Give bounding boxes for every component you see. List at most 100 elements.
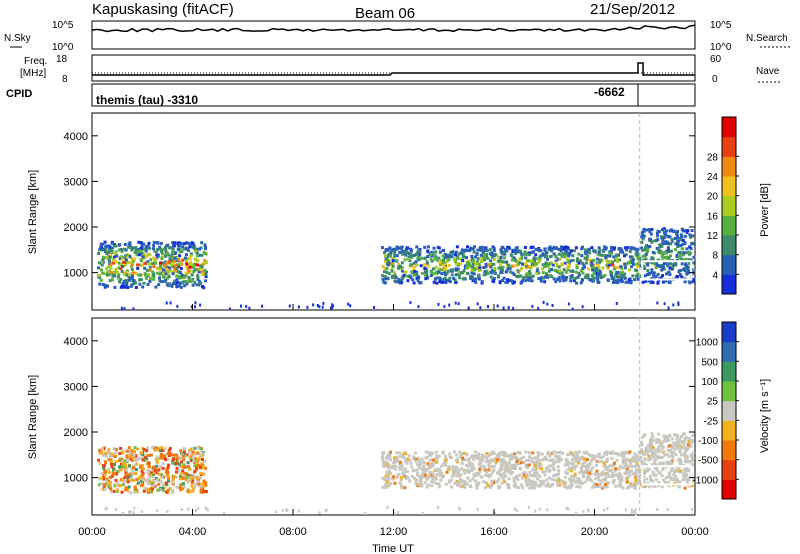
power-echo-cell <box>497 274 501 278</box>
vel-echo-cell <box>428 475 432 479</box>
vel-echo-cell <box>432 462 435 466</box>
power-ground-cell <box>240 304 242 308</box>
power-echo-cell <box>471 265 475 269</box>
power-echo-cell <box>131 246 135 250</box>
power-echo-cell <box>158 272 162 276</box>
power-echo-cell <box>674 263 678 267</box>
power-echo-cell <box>658 243 662 247</box>
vel-echo-cell <box>104 454 108 458</box>
power-echo-cell <box>132 271 135 275</box>
power-echo-cell <box>683 280 687 284</box>
power-echo-cell <box>669 229 673 233</box>
power-echo-cell <box>558 257 562 261</box>
power-echo-cell <box>393 271 397 275</box>
power-echo-cell <box>437 256 441 260</box>
vel-cbar-label: -100 <box>698 436 718 447</box>
power-echo-cell <box>466 245 469 249</box>
vel-echo-cell <box>124 466 128 470</box>
power-echo-cell <box>572 249 576 253</box>
vel-echo-cell <box>434 482 438 485</box>
vel-echo-cell <box>567 477 571 481</box>
vel-echo-cell <box>601 477 605 481</box>
power-ground-cell <box>194 305 196 309</box>
power-echo-cell <box>130 263 134 267</box>
power-echo-cell <box>146 253 150 256</box>
vel-echo-cell <box>668 471 672 475</box>
vel-echo-cell <box>143 486 147 490</box>
vel-echo-cell <box>430 480 434 484</box>
power-echo-cell <box>137 240 141 244</box>
vel-echo-cell <box>595 483 599 486</box>
power-echo-cell <box>454 267 458 271</box>
vel-echo-cell <box>438 471 442 475</box>
vel-echo-cell <box>500 474 504 478</box>
vel-echo-cell <box>185 475 189 479</box>
vel-echo-cell <box>393 467 397 471</box>
vel-echo-cell <box>146 482 150 486</box>
power-echo-cell <box>554 261 558 265</box>
vel-echo-cell <box>598 452 601 456</box>
vel-echo-cell <box>531 468 535 472</box>
power-echo-cell <box>524 273 528 277</box>
vel-echo-cell <box>421 474 425 478</box>
power-echo-cell <box>502 260 505 264</box>
power-echo-cell <box>559 247 563 251</box>
power-echo-cell <box>632 262 635 266</box>
vel-echo-cell <box>198 466 202 470</box>
vel-echo-cell <box>381 464 385 468</box>
power-echo-cell <box>126 260 130 264</box>
vel-echo-cell <box>535 461 538 465</box>
power-echo-cell <box>497 259 501 263</box>
vel-echo-cell <box>152 471 156 475</box>
power-echo-cell <box>151 274 155 278</box>
power-echo-cell <box>170 284 174 288</box>
vel-echo-cell <box>140 476 144 479</box>
power-echo-cell <box>465 249 469 253</box>
vel-echo-cell <box>483 466 486 469</box>
power-echo-cell <box>440 268 444 272</box>
vel-echo-cell <box>490 450 494 454</box>
vel-echo-cell <box>175 470 178 474</box>
power-echo-cell <box>590 262 594 266</box>
power-echo-cell <box>493 270 497 274</box>
vel-echo-cell <box>498 458 502 462</box>
power-echo-cell <box>108 272 112 276</box>
vel-echo-cell <box>617 477 621 481</box>
power-echo-cell <box>104 283 108 287</box>
vel-echo-cell <box>562 484 566 488</box>
power-echo-cell <box>537 271 541 275</box>
power-echo-cell <box>661 280 665 284</box>
vel-echo-cell <box>634 475 637 479</box>
power-echo-cell <box>492 277 496 281</box>
power-echo-cell <box>684 263 687 267</box>
vel-echo-cell <box>400 467 404 471</box>
vel-echo-cell <box>406 470 409 474</box>
vel-ground-cell <box>624 508 627 512</box>
vel-echo-cell <box>184 472 188 475</box>
vel-echo-cell <box>403 467 407 471</box>
power-echo-cell <box>144 245 148 249</box>
vel-echo-cell <box>468 479 472 483</box>
vel-echo-cell <box>186 461 190 465</box>
power-echo-cell <box>203 243 207 247</box>
vel-echo-cell <box>613 469 617 473</box>
power-ground-cell <box>512 306 515 310</box>
vel-echo-cell <box>533 471 537 475</box>
power-ground-cell <box>373 306 375 309</box>
power-echo-cell <box>153 259 157 263</box>
power-echo-cell <box>173 269 177 273</box>
vel-echo-cell <box>463 485 467 489</box>
cpid-label: CPID <box>6 88 32 100</box>
noise-panel: N.Sky 10^5 10^0 10^5 10^0 N.Search <box>4 20 790 53</box>
vel-echo-cell <box>192 473 196 477</box>
vel-echo-cell <box>164 481 168 485</box>
power-echo-cell <box>141 285 145 289</box>
power-echo-cell <box>448 276 452 280</box>
vel-echo-cell <box>184 478 188 482</box>
vel-echo-cell <box>116 488 120 492</box>
power-echo-cell <box>188 257 192 261</box>
vel-echo-cell <box>550 477 554 481</box>
power-echo-cell <box>676 243 679 246</box>
vel-echo-cell <box>654 473 658 477</box>
power-echo-cell <box>590 274 594 278</box>
